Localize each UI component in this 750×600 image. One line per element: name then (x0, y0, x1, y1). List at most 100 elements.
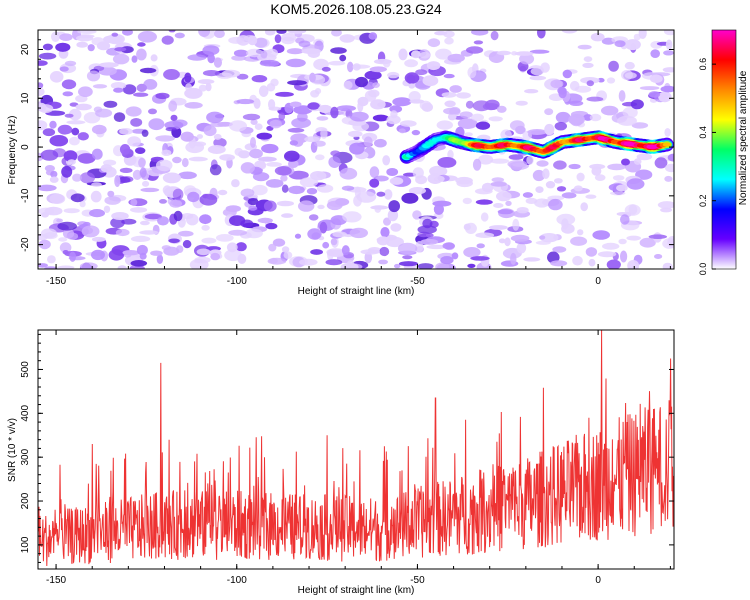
heatmap-noise-cell (624, 39, 641, 51)
heatmap-noise-cell (639, 86, 660, 91)
heatmap-noise-cell (235, 242, 247, 252)
heatmap-noise-cell (117, 176, 131, 183)
heatmap-noise-cell (122, 30, 133, 36)
heatmap-noise-cell (299, 258, 318, 266)
heatmap-noise-cell (181, 157, 189, 168)
heatmap-noise-cell (307, 102, 320, 110)
heatmap-noise-cell (72, 173, 82, 182)
heatmap-noise-cell (422, 75, 439, 87)
heatmap-noise-cell (202, 45, 220, 56)
heatmap-noise-cell (199, 214, 212, 225)
heatmap-noise-cell (49, 135, 69, 147)
heatmap-noise-cell (182, 240, 192, 249)
heatmap-noise-cell (554, 121, 567, 131)
heatmap-noise-cell (49, 71, 64, 83)
heatmap-noise-cell (349, 142, 365, 155)
heatmap-noise-cell (384, 189, 393, 200)
heatmap-noise-cell (589, 113, 602, 122)
heatmap-noise-cell (168, 30, 176, 33)
heatmap-noise-cell (91, 124, 107, 135)
heatmap-noise-cell (91, 182, 102, 188)
heatmap-noise-cell (139, 167, 147, 178)
heatmap-noise-cell (388, 200, 401, 213)
heatmap-noise-cell (229, 215, 246, 227)
heatmap-noise-cell (572, 255, 583, 266)
heatmap-noise-cell (228, 229, 248, 236)
heatmap-noise-cell (298, 200, 315, 212)
heatmap-noise-cell (462, 197, 472, 205)
heatmap-noise-cell (398, 261, 419, 267)
heatmap-noise-cell (176, 245, 184, 254)
heatmap-noise-cell (321, 66, 331, 72)
heatmap-noise-cell (272, 238, 286, 247)
heatmap-noise-cell (213, 133, 222, 140)
heatmap-noise-cell (442, 242, 455, 250)
heatmap-noise-cell (310, 249, 323, 255)
heatmap-noise-cell (399, 120, 417, 127)
heatmap-noise-cell (420, 238, 439, 245)
heatmap-noise-cell (322, 241, 330, 249)
heatmap-noise-cell (583, 114, 593, 121)
heatmap-noise-cell (266, 48, 278, 58)
heatmap-noise-cell (488, 116, 503, 122)
heatmap-noise-cell (247, 198, 259, 206)
heatmap-noise-cell (617, 115, 637, 126)
heatmap-noise-cell (233, 49, 249, 57)
heatmap-noise-cell (330, 238, 338, 246)
heatmap-noise-cell (115, 228, 130, 237)
heatmap-noise-cell (554, 178, 563, 184)
heatmap-noise-cell (77, 30, 97, 34)
heatmap-noise-cell (515, 100, 528, 106)
heatmap-noise-cell (392, 97, 412, 107)
heatmap-noise-cell (401, 192, 419, 204)
heatmap-noise-cell (577, 44, 592, 50)
heatmap-noise-cell (281, 36, 295, 45)
heatmap-noise-cell (451, 252, 459, 260)
x-tick-label: 0 (595, 575, 601, 586)
heatmap-noise-cell (515, 125, 526, 135)
heatmap-noise-cell (238, 150, 250, 159)
heatmap-noise-cell (336, 105, 356, 112)
heatmap-noise-cell (162, 172, 181, 184)
heatmap-noise-cell (663, 30, 674, 36)
x-tick-label: -150 (46, 276, 66, 287)
heatmap-noise-cell (397, 242, 418, 255)
heatmap-noise-cell (568, 163, 581, 170)
heatmap-noise-cell (178, 171, 197, 180)
heatmap-noise-cell (306, 188, 318, 195)
snr-panel: -150 -100 -50 0 100 200 300 400 500 Height of s… (7, 329, 675, 596)
heatmap-noise-cell (38, 52, 57, 60)
heatmap-noise-cell (199, 193, 218, 206)
heatmap-noise-cell (155, 92, 170, 100)
heatmap-x-axis: -150 -100 -50 0 (46, 30, 671, 287)
heatmap-noise-cell (527, 129, 547, 135)
heatmap-noise-cell (203, 125, 217, 137)
heatmap-noise-cell (433, 203, 444, 215)
heatmap-noise-cell (281, 184, 289, 193)
heatmap-noise-cell (553, 160, 567, 170)
heatmap-noise-cell (404, 59, 418, 68)
heatmap-noise-cell (119, 167, 133, 173)
heatmap-noise-cell (56, 218, 63, 223)
heatmap-noise-cell (309, 72, 316, 83)
heatmap-noise-cell (616, 184, 628, 192)
heatmap-noise-cell (68, 108, 82, 121)
heatmap-noise-cell (251, 75, 268, 83)
colorbar-tick-label: 0.4 (698, 126, 708, 139)
heatmap-noise-cell (493, 203, 504, 208)
heatmap-noise-cell (630, 99, 644, 110)
heatmap-noise-cell (112, 53, 130, 65)
heatmap-noise-cell (174, 32, 185, 39)
heatmap-noise-cell (104, 196, 121, 205)
heatmap-noise-cell (441, 92, 457, 98)
heatmap-noise-cell (319, 221, 328, 234)
heatmap-noise-cell (364, 90, 377, 102)
heatmap-noise-cell (502, 247, 522, 259)
heatmap-noise-cell (184, 102, 203, 109)
heatmap-noise-cell (507, 160, 528, 169)
heatmap-noise-cell (352, 121, 370, 132)
heatmap-noise-cell (91, 249, 105, 261)
heatmap-noise-cell (107, 190, 115, 198)
heatmap-noise-cell (288, 185, 305, 195)
heatmap-noise-cell (491, 177, 505, 183)
